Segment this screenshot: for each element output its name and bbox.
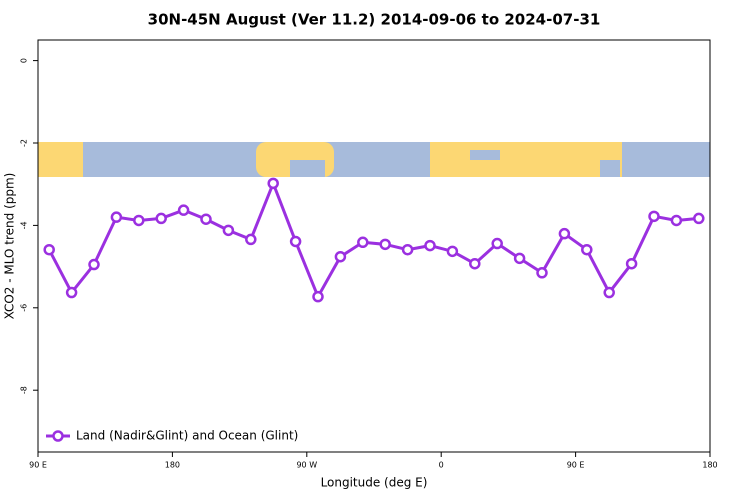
y-tick-label: -6	[20, 304, 29, 312]
legend-label: Land (Nadir&Glint) and Ocean (Glint)	[76, 429, 298, 443]
data-point	[222, 224, 235, 237]
data-point	[670, 214, 683, 227]
data-point	[200, 213, 212, 225]
data-point	[625, 257, 638, 270]
y-axis-label: XCO2 - MLO trend (ppm)	[3, 173, 17, 320]
x-tick-label: 180	[165, 461, 180, 470]
plot-frame	[37, 39, 711, 453]
y-tick-label: -4	[20, 221, 29, 229]
data-point	[513, 252, 526, 265]
x-axis-label: Longitude (deg E)	[321, 476, 428, 490]
data-point	[401, 243, 414, 256]
data-point	[110, 211, 123, 223]
data-point	[65, 286, 78, 299]
data-point	[469, 257, 481, 270]
data-point	[446, 245, 459, 258]
data-point	[312, 290, 324, 303]
data-point	[155, 212, 167, 225]
data-point	[88, 258, 100, 271]
y-tick-label: 0	[20, 58, 29, 63]
data-point	[43, 243, 55, 256]
data-point	[289, 235, 302, 248]
data-point	[133, 214, 145, 227]
x-tick-label: 90 E	[29, 461, 47, 470]
data-point	[379, 238, 391, 251]
y-tick-label: -8	[20, 386, 29, 394]
map-band	[38, 142, 710, 177]
data-point	[558, 227, 571, 240]
x-tick-label: 90 W	[296, 461, 317, 470]
y-tick-label: -2	[20, 139, 29, 147]
data-point	[491, 237, 503, 250]
data-point	[603, 286, 615, 299]
legend-marker	[52, 430, 64, 442]
data-point	[267, 177, 279, 190]
chart-title: 30N-45N August (Ver 11.2) 2014-09-06 to …	[148, 11, 601, 29]
data-point	[424, 239, 436, 252]
data-point	[648, 210, 660, 223]
data-point	[357, 236, 369, 249]
data-point	[334, 250, 347, 263]
x-tick-label: 0	[439, 461, 444, 470]
data-point	[177, 204, 190, 216]
x-tick-label: 180	[702, 461, 717, 470]
x-tick-label: 90 E	[567, 461, 585, 470]
data-point	[693, 212, 705, 225]
data-point	[245, 233, 257, 246]
data-point	[536, 267, 548, 279]
data-line	[47, 179, 699, 301]
data-point	[581, 243, 593, 256]
